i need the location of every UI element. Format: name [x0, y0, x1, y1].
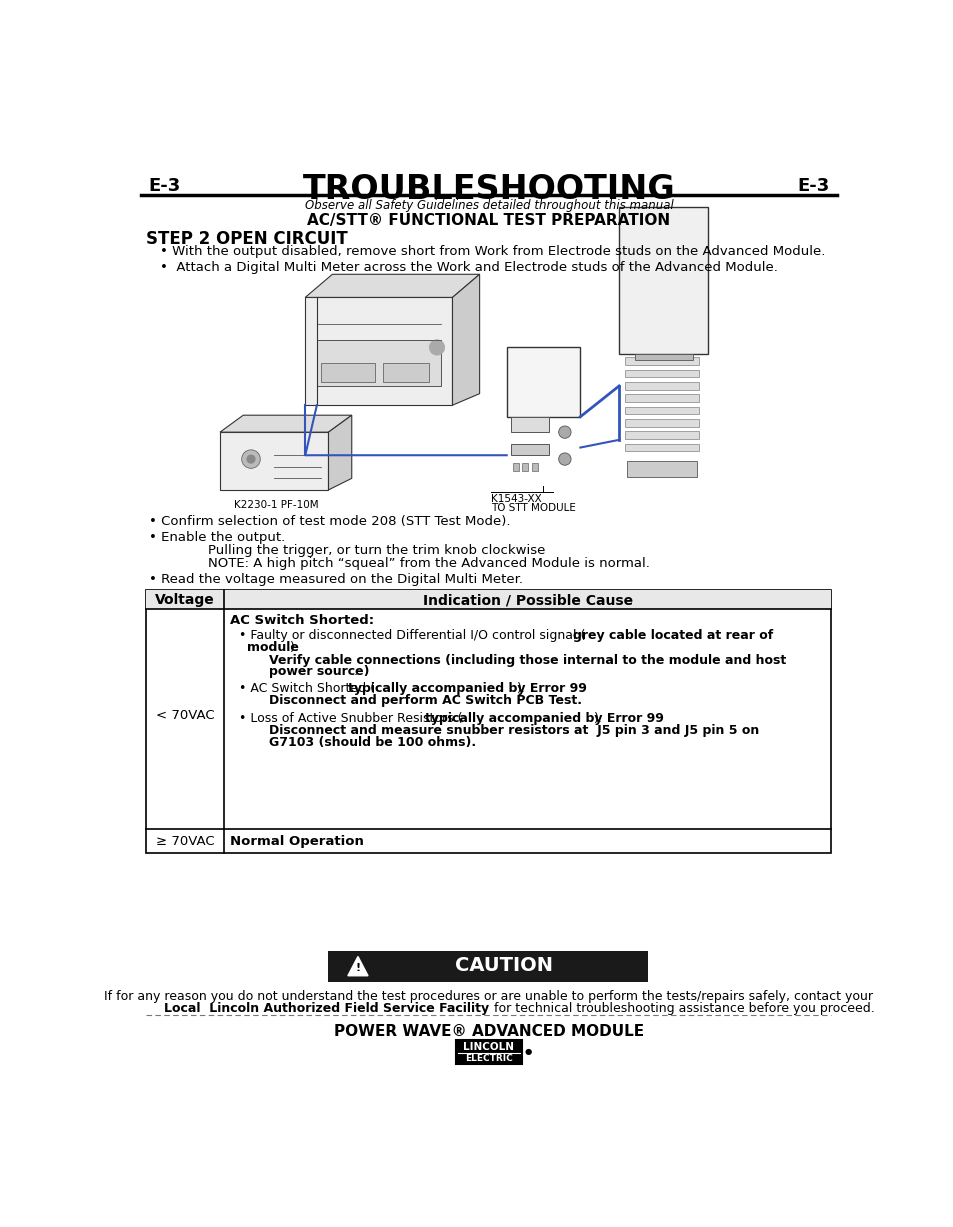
Text: ).: ).: [290, 640, 298, 654]
Text: E-3: E-3: [149, 177, 181, 195]
Bar: [146, 590, 831, 610]
Circle shape: [558, 453, 571, 465]
Text: Pulling the trigger, or turn the trim knob clockwise: Pulling the trigger, or turn the trim kn…: [208, 544, 545, 557]
Text: Verify cable connections (including those internal to the module and host: Verify cable connections (including thos…: [269, 654, 785, 667]
Polygon shape: [305, 275, 479, 297]
Bar: [146, 590, 831, 853]
Text: NOTE: A high pitch “squeal” from the Advanced Module is normal.: NOTE: A high pitch “squeal” from the Adv…: [208, 557, 650, 569]
Text: typically accompanied by Error 99: typically accompanied by Error 99: [348, 682, 586, 696]
Text: TO STT MODULE: TO STT MODULE: [491, 503, 576, 513]
Text: STEP 2 OPEN CIRCUIT: STEP 2 OPEN CIRCUIT: [146, 229, 348, 248]
Polygon shape: [328, 415, 352, 490]
Polygon shape: [305, 297, 452, 405]
Text: ).: ).: [594, 713, 602, 725]
Bar: [328, 951, 647, 982]
Bar: [624, 382, 699, 390]
Text: AC/STT® FUNCTIONAL TEST PREPARATION: AC/STT® FUNCTIONAL TEST PREPARATION: [307, 213, 670, 228]
Bar: [626, 461, 696, 477]
Bar: [456, 1039, 521, 1064]
Text: Local  Lincoln Authorized Field Service Facility: Local Lincoln Authorized Field Service F…: [164, 1002, 488, 1015]
Bar: [624, 369, 699, 378]
Bar: [320, 363, 375, 382]
Text: Observe all Safety Guidelines detailed throughout this manual: Observe all Safety Guidelines detailed t…: [304, 199, 673, 212]
Polygon shape: [220, 415, 352, 432]
Text: !: !: [355, 963, 360, 973]
Text: Voltage: Voltage: [155, 593, 214, 607]
Bar: [521, 463, 528, 471]
Text: ELECTRIC: ELECTRIC: [464, 1054, 513, 1063]
Text: • Enable the output.: • Enable the output.: [149, 531, 285, 544]
Text: for technical troubleshooting assistance before you proceed.: for technical troubleshooting assistance…: [489, 1002, 874, 1015]
Bar: [513, 463, 518, 471]
Text: Indication / Possible Cause: Indication / Possible Cause: [422, 593, 632, 607]
Bar: [531, 463, 537, 471]
Text: ≥ 70VAC: ≥ 70VAC: [155, 834, 214, 848]
Text: K2230-1 PF-10M: K2230-1 PF-10M: [233, 499, 318, 510]
Text: • Faulty or disconnected Differential I/O control signal (: • Faulty or disconnected Differential I/…: [239, 629, 585, 642]
Text: POWER WAVE® ADVANCED MODULE: POWER WAVE® ADVANCED MODULE: [334, 1025, 643, 1039]
Text: K1543-XX: K1543-XX: [491, 493, 541, 504]
Text: Disconnect and measure snubber resistors at  J5 pin 3 and J5 pin 5 on: Disconnect and measure snubber resistors…: [269, 724, 759, 737]
Text: Normal Operation: Normal Operation: [230, 834, 363, 848]
Text: Disconnect and perform AC Switch PCB Test.: Disconnect and perform AC Switch PCB Tes…: [269, 694, 581, 707]
Bar: [506, 347, 579, 417]
Text: • With the output disabled, remove short from Work from Electrode studs on the A: • With the output disabled, remove short…: [159, 245, 824, 258]
Text: ).: ).: [517, 682, 525, 696]
Text: LINCOLN: LINCOLN: [463, 1042, 514, 1052]
Circle shape: [558, 426, 571, 438]
Bar: [510, 444, 549, 455]
Text: • AC Switch Shorted (: • AC Switch Shorted (: [239, 682, 375, 696]
Text: G7103 (should be 100 ohms).: G7103 (should be 100 ohms).: [269, 735, 476, 748]
Text: • Read the voltage measured on the Digital Multi Meter.: • Read the voltage measured on the Digit…: [149, 573, 522, 587]
Text: AC Switch Shorted:: AC Switch Shorted:: [230, 614, 374, 627]
Bar: [510, 417, 549, 432]
Polygon shape: [220, 432, 328, 490]
Bar: [382, 363, 429, 382]
Bar: [624, 406, 699, 415]
Bar: [618, 207, 707, 353]
Polygon shape: [348, 957, 368, 975]
Text: • Loss of Active Snubber Resistors (: • Loss of Active Snubber Resistors (: [239, 713, 462, 725]
Bar: [624, 444, 699, 452]
Text: power source): power source): [269, 665, 369, 679]
Text: < 70VAC: < 70VAC: [155, 709, 214, 721]
Polygon shape: [452, 275, 479, 405]
Text: ●: ●: [524, 1048, 532, 1056]
Text: TROUBLESHOOTING: TROUBLESHOOTING: [302, 173, 675, 206]
Bar: [624, 394, 699, 402]
Bar: [634, 353, 692, 360]
Bar: [624, 432, 699, 439]
Text: grey cable located at rear of: grey cable located at rear of: [572, 629, 772, 642]
Text: typically accompanied by Error 99: typically accompanied by Error 99: [425, 713, 663, 725]
Circle shape: [241, 450, 260, 469]
Text: CAUTION: CAUTION: [455, 956, 552, 974]
Bar: [624, 420, 699, 427]
Bar: [624, 357, 699, 366]
Text: .: .: [354, 665, 357, 679]
Text: •  Attach a Digital Multi Meter across the Work and Electrode studs of the Advan: • Attach a Digital Multi Meter across th…: [159, 261, 777, 274]
Circle shape: [247, 455, 254, 463]
Circle shape: [429, 340, 444, 355]
Text: E-3: E-3: [796, 177, 828, 195]
Bar: [316, 340, 440, 387]
Text: • Confirm selection of test mode 208 (STT Test Mode).: • Confirm selection of test mode 208 (ST…: [149, 515, 510, 529]
Text: If for any reason you do not understand the test procedures or are unable to per: If for any reason you do not understand …: [104, 990, 873, 1002]
Text: module: module: [247, 640, 298, 654]
